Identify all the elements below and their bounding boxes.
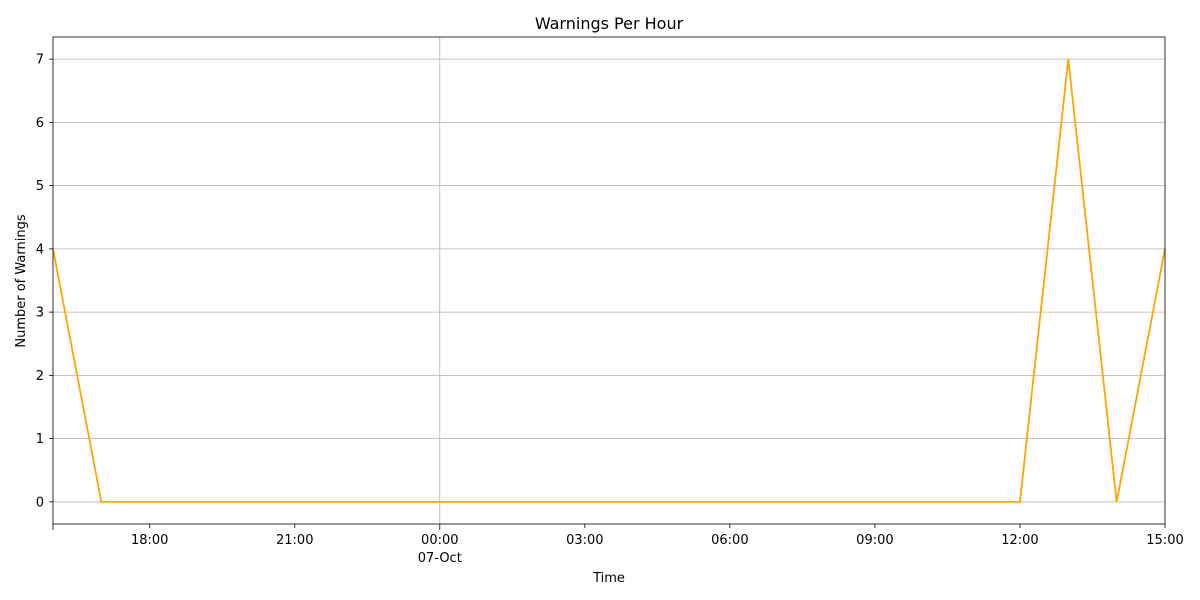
y-tick-label: 7 <box>36 53 44 68</box>
y-tick-label: 0 <box>36 495 44 510</box>
x-tick-label: 18:00 <box>131 533 168 548</box>
x-tick-sublabel: 07-Oct <box>418 551 462 566</box>
y-tick-label: 5 <box>36 179 44 194</box>
x-tick-label: 12:00 <box>1001 533 1038 548</box>
x-tick-label: 21:00 <box>276 533 313 548</box>
plot-frame <box>52 36 1166 525</box>
y-axis-label: Number of Warnings <box>14 214 29 347</box>
x-axis-label: Time <box>592 571 625 586</box>
x-tick-label: 06:00 <box>711 533 748 548</box>
x-tick-label: 03:00 <box>566 533 603 548</box>
y-tick-label: 3 <box>36 306 44 321</box>
y-tick-label: 1 <box>36 432 44 447</box>
grid <box>53 37 1165 524</box>
series-line <box>52 59 1166 503</box>
x-tick-label: 15:00 <box>1146 533 1183 548</box>
x-tick-label: 09:00 <box>856 533 893 548</box>
x-tick-label: 00:00 <box>421 533 458 548</box>
chart-title: Warnings Per Hour <box>535 14 684 33</box>
y-tick-label: 2 <box>36 369 44 384</box>
y-tick-label: 6 <box>36 116 44 131</box>
ticks: 0 1 2 3 4 5 6 7 18:00 21:00 00:00 07-Oct 03:00 06:00 0… <box>36 53 1184 566</box>
y-tick-label: 4 <box>36 242 44 257</box>
series-layer <box>52 59 1166 503</box>
